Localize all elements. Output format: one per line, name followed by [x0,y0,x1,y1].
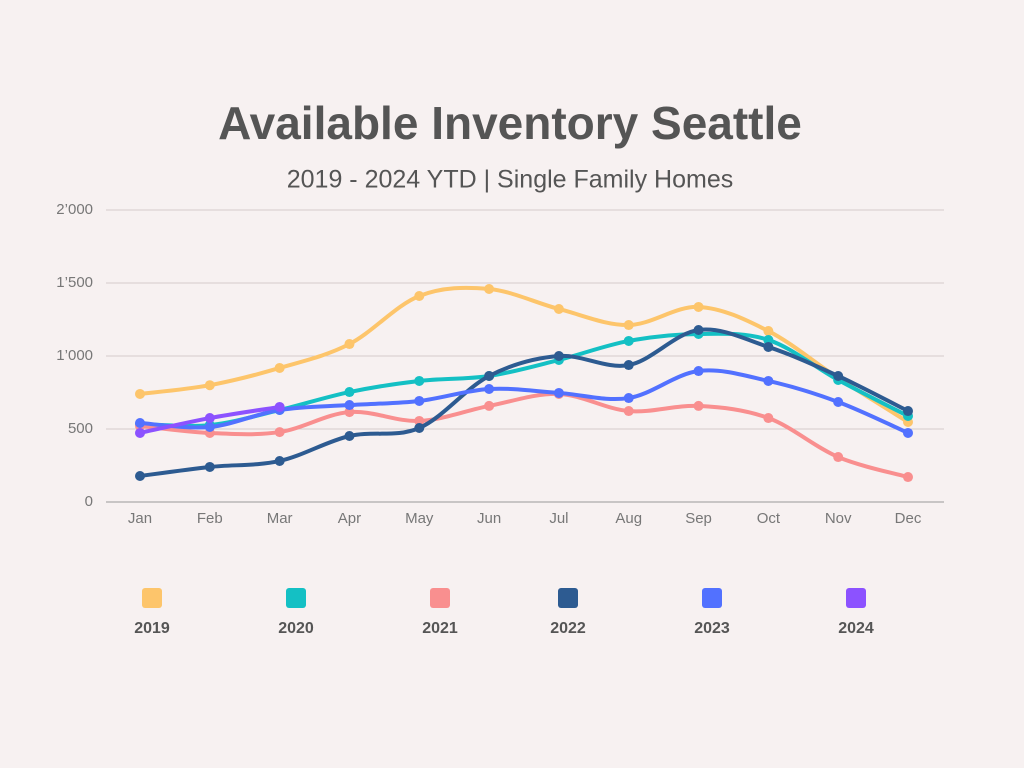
chart-title: Available Inventory Seattle [218,97,802,149]
data-point [484,371,495,382]
x-tick-label: Dec [895,510,922,527]
x-tick-label: May [405,510,434,527]
data-point [274,427,285,438]
data-point [763,326,774,337]
legend-label: 2022 [550,620,586,637]
data-point [204,413,215,424]
legend-label: 2021 [422,620,458,637]
series-line [138,391,910,480]
x-tick-label: Apr [338,510,361,527]
data-point [274,401,285,412]
data-point [833,396,844,407]
data-point [693,301,704,312]
data-point [204,461,215,472]
x-tick-label: Jan [128,510,152,527]
x-tick-label: Sep [685,510,712,527]
data-point [623,320,634,331]
x-tick-label: Oct [757,510,781,527]
legend-label: 2023 [694,620,730,637]
legend-swatch [430,588,450,608]
data-point [135,388,145,399]
y-tick-label: 0 [85,493,93,510]
data-point [903,472,913,483]
data-point [344,431,355,442]
data-point [693,366,704,377]
data-point [763,375,774,386]
x-tick-label: Jun [477,510,501,527]
data-point [484,400,495,411]
data-point [693,325,704,336]
y-tick-label: 1’000 [56,347,93,364]
data-point [135,471,145,482]
legend-swatch [558,588,578,608]
data-point [414,422,425,433]
data-point [763,334,774,345]
data-point [903,406,913,417]
y-tick-label: 2’000 [56,201,93,218]
data-point [623,335,634,346]
data-point [763,341,774,352]
chart-subtitle: 2019 - 2024 YTD | Single Family Homes [287,166,734,194]
data-point [623,393,634,404]
data-point [274,362,285,373]
data-point [204,421,215,432]
data-point [135,427,145,438]
data-point [414,290,425,301]
legend-label: 2020 [278,620,314,637]
data-point [274,455,285,466]
data-point [553,351,564,361]
data-point [414,375,425,386]
data-point [344,387,355,398]
data-point [414,415,425,426]
data-point [344,400,355,411]
data-point [204,380,215,391]
x-tick-label: Aug [615,510,642,527]
legend-swatch [702,588,722,608]
data-point [484,283,495,294]
data-point [135,418,145,429]
legend-label: 2024 [838,620,874,637]
data-point [903,427,913,438]
data-point [553,387,564,398]
x-tick-label: Feb [197,510,223,527]
legend-label: 2019 [134,620,170,637]
x-tick-label: Nov [825,510,852,527]
data-point [763,413,774,424]
data-point [833,371,844,382]
data-point [553,303,564,314]
x-tick-label: Jul [549,510,568,527]
legend-swatch [142,588,162,608]
data-point [833,452,844,463]
data-point [623,360,634,371]
series-line [138,368,910,435]
data-point [484,383,495,394]
legend-swatch [846,588,866,608]
data-point [623,406,634,417]
x-tick-label: Mar [267,510,293,527]
data-point [344,407,355,418]
y-tick-label: 500 [68,420,93,437]
y-tick-label: 1’500 [56,274,93,291]
data-point [693,400,704,411]
data-point [344,339,355,350]
data-point [414,395,425,406]
legend-swatch [286,588,306,608]
